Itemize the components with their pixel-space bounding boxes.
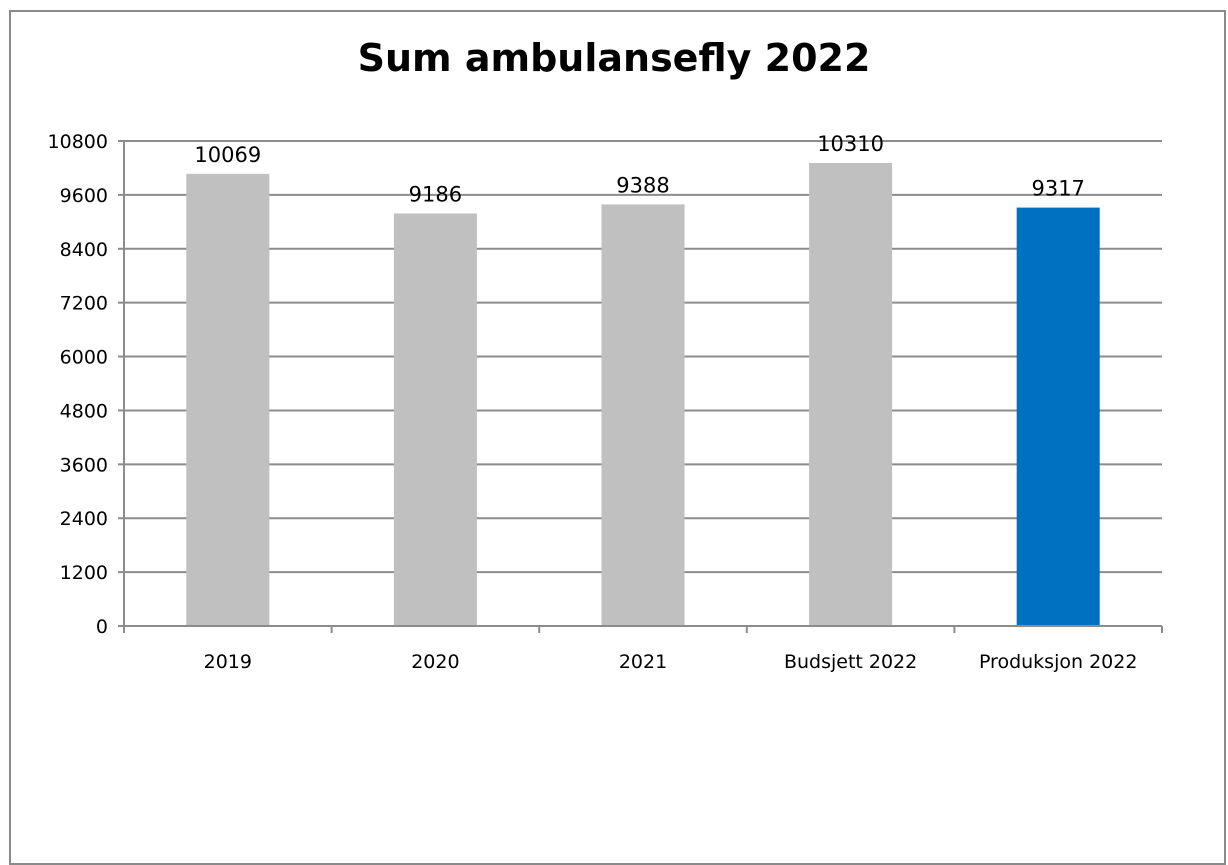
bar-budsjett-2022 bbox=[809, 163, 893, 626]
y-tick-label: 3600 bbox=[60, 454, 108, 476]
x-tick-label: 2021 bbox=[619, 651, 667, 673]
x-tick-label: 2020 bbox=[411, 651, 459, 673]
data-label: 9388 bbox=[616, 173, 669, 197]
labels: 0 1200 2400 3600 4800 6000 7200 8400 9600 10800 10… bbox=[48, 131, 1138, 673]
data-label: 10069 bbox=[194, 143, 261, 167]
bar-2021 bbox=[601, 204, 685, 627]
y-tick-label: 10800 bbox=[48, 131, 108, 153]
bar-2020 bbox=[393, 213, 477, 626]
y-tick-label: 1200 bbox=[60, 562, 108, 584]
y-tick-label: 6000 bbox=[60, 347, 108, 369]
bar-2019 bbox=[186, 173, 270, 626]
y-tick-label: 9600 bbox=[60, 185, 108, 207]
data-label: 9186 bbox=[409, 182, 462, 206]
y-tick-label: 2400 bbox=[60, 508, 108, 530]
y-tick-label: 4800 bbox=[60, 400, 108, 422]
chart-title: Sum ambulansefly 2022 bbox=[357, 36, 871, 80]
x-tick-label: Budsjett 2022 bbox=[784, 651, 917, 673]
data-label: 9317 bbox=[1031, 177, 1084, 201]
x-tick-label: 2019 bbox=[204, 651, 252, 673]
bar-produksjon-2022 bbox=[1016, 207, 1100, 626]
y-tick-label: 8400 bbox=[60, 239, 108, 261]
data-label: 10310 bbox=[817, 132, 884, 156]
axes bbox=[118, 140, 1163, 633]
x-tick-label: Produksjon 2022 bbox=[979, 651, 1138, 673]
bars bbox=[186, 163, 1100, 627]
y-tick-label: 0 bbox=[96, 616, 108, 638]
y-tick-label: 7200 bbox=[60, 293, 108, 315]
